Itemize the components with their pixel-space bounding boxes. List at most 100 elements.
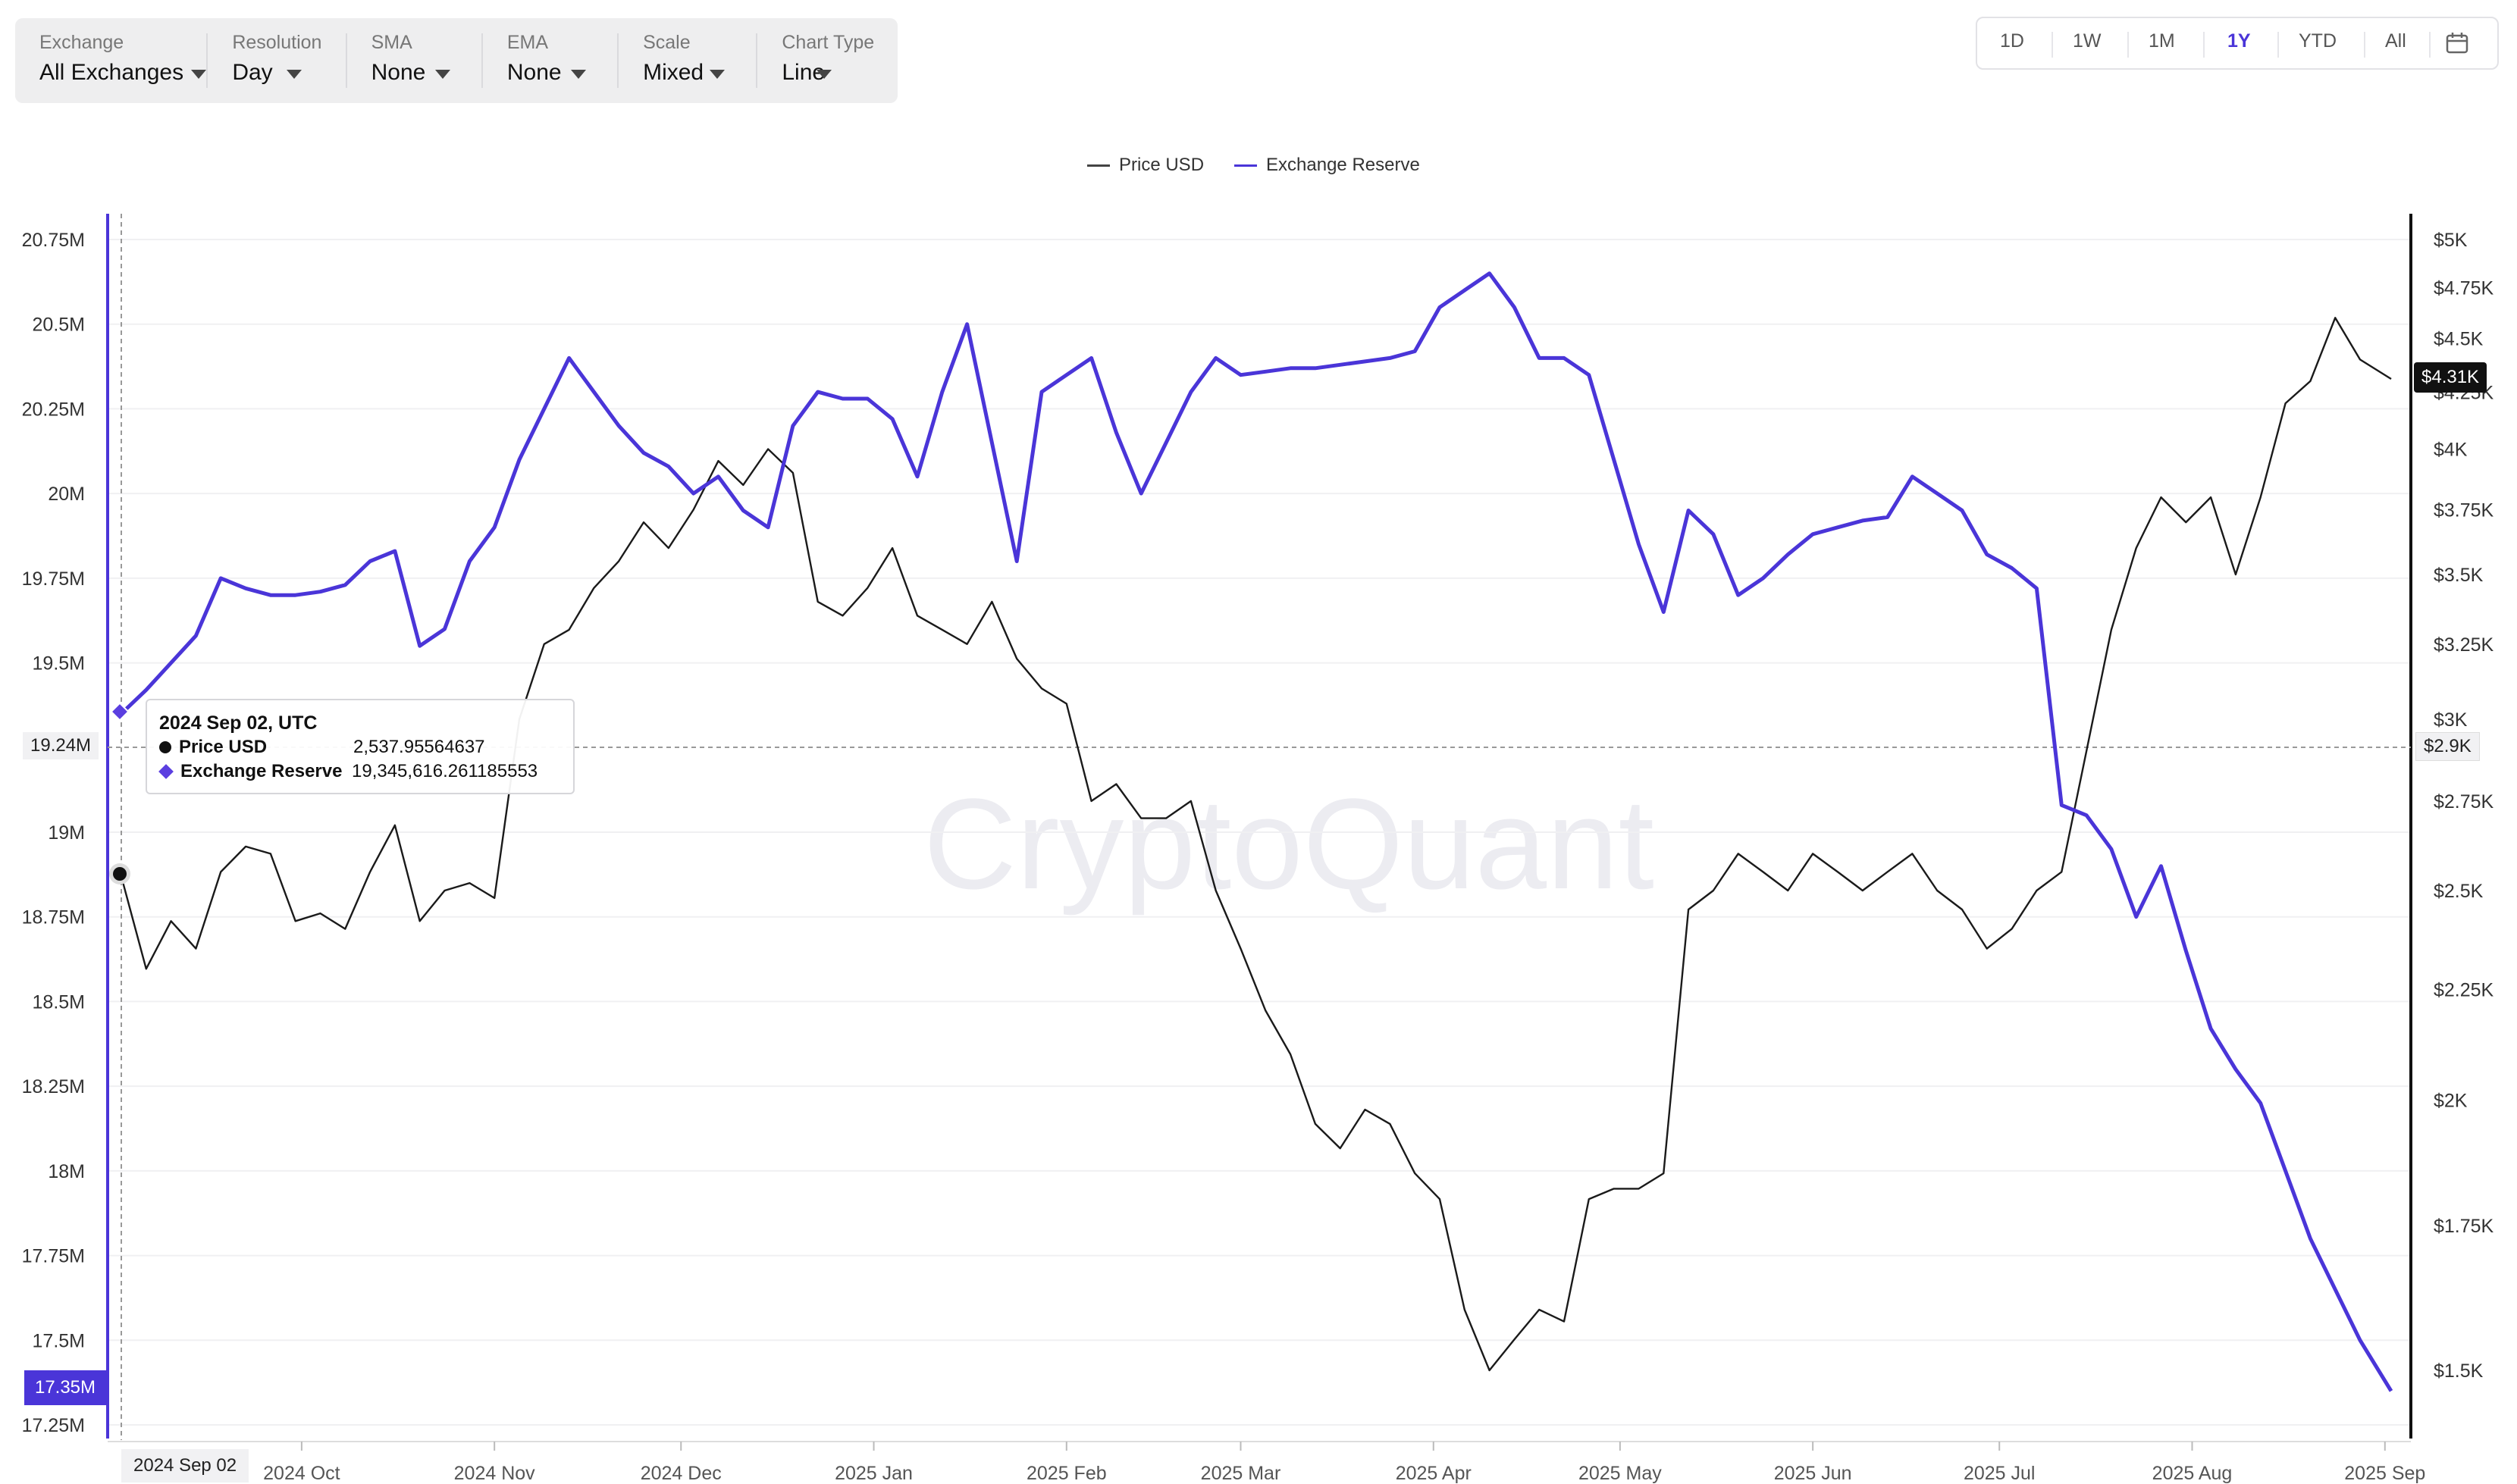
ema-select[interactable]: EMA None [483, 18, 619, 103]
right-axis-tick-label: $2K [2434, 1090, 2468, 1111]
tooltip-price-value: 2,537.95564637 [353, 737, 485, 757]
chevron-down-icon [191, 70, 206, 79]
chart-toolbar: Exchange All Exchanges Resolution Day SM… [15, 18, 898, 103]
tooltip-title: 2024 Sep 02, UTC [159, 712, 318, 734]
grid-lines [108, 239, 2411, 1426]
range-1y-button[interactable]: 1Y [2227, 30, 2251, 52]
legend-swatch-price [1087, 164, 1110, 167]
right-axis-tick-label: $2.25K [2434, 980, 2494, 1001]
reserve-diamond-icon [158, 764, 174, 779]
x-axis-ticks: 2024 Oct 2024 Nov 2024 Dec 2025 Jan 2025 Feb… [263, 1442, 2425, 1484]
reserve-series-line [120, 271, 2393, 1392]
scale-select[interactable]: Scale Mixed [619, 18, 758, 103]
left-axis-tick-label: 20M [48, 484, 85, 505]
x-axis-tick-label: 2025 Sep [2344, 1463, 2425, 1484]
chevron-down-icon [434, 70, 450, 79]
right-crosshair-badge: $2.9K [2415, 732, 2480, 761]
divider [2277, 32, 2279, 58]
chart-type-select[interactable]: Chart Type Line [757, 18, 898, 103]
chart-tooltip: 2024 Sep 02, UTC Price USD 2,537.95564637… [146, 699, 575, 794]
sma-select-label: SMA [371, 32, 412, 53]
chevron-down-icon [710, 70, 726, 79]
tooltip-reserve-name: Exchange Reserve [180, 761, 343, 781]
right-current-value-badge: $4.31K [2414, 362, 2487, 393]
x-axis-tick-label: 2025 May [1578, 1463, 1662, 1484]
time-range-selector: 1D 1W 1M 1Y YTD All [1976, 17, 2499, 70]
divider [617, 33, 619, 88]
chevron-down-icon [287, 70, 302, 79]
divider [206, 33, 208, 88]
left-axis-tick-label: 18.5M [33, 991, 85, 1013]
x-axis-tick-label: 2024 Dec [641, 1463, 722, 1484]
right-axis-tick-label: $1.5K [2434, 1360, 2484, 1382]
watermark-logo: CryptoQuant [923, 772, 1654, 916]
range-all-button[interactable]: All [2385, 30, 2406, 52]
right-axis-tick-label: $4.5K [2434, 329, 2484, 350]
x-axis-tick-label: 2025 Apr [1396, 1463, 1472, 1484]
x-axis-tick-label: 2025 Feb [1027, 1463, 1107, 1484]
sma-select[interactable]: SMA None [347, 18, 483, 103]
left-axis-ticks: 20.75M 20.5M 20.25M 20M 19.75M 19.5M 19M 18.75M… [22, 230, 85, 1436]
x-axis-tick-label: 2025 Jul [1964, 1463, 2036, 1484]
legend-label-price: Price USD [1119, 155, 1205, 175]
divider [2052, 32, 2053, 58]
x-axis-tick-label: 2024 Oct [263, 1463, 340, 1484]
tooltip-row-reserve: Exchange Reserve 19,345,616.261185553 [158, 761, 538, 782]
resolution-select-label: Resolution [232, 32, 322, 53]
left-axis-tick-label: 18M [48, 1161, 85, 1182]
x-axis-tick-label: 2025 Aug [2152, 1463, 2233, 1484]
crosshair-date-badge: 2024 Sep 02 [121, 1449, 249, 1482]
exchange-select[interactable]: Exchange All Exchanges [15, 18, 208, 103]
legend-item-reserve[interactable]: Exchange Reserve [1234, 155, 1420, 176]
x-axis-tick-label: 2025 Mar [1201, 1463, 1281, 1484]
x-axis-tick-label: 2025 Jun [1774, 1463, 1852, 1484]
range-1m-button[interactable]: 1M [2149, 30, 2175, 52]
divider [2429, 32, 2431, 58]
range-ytd-button[interactable]: YTD [2299, 30, 2337, 52]
ema-select-label: EMA [506, 32, 549, 53]
right-axis-tick-label: $5K [2434, 230, 2468, 251]
left-axis-tick-label: 20.5M [33, 315, 85, 336]
right-axis-tick-label: $2.5K [2434, 881, 2484, 902]
chart-type-select-label: Chart Type [782, 32, 875, 53]
chart-legend: Price USD Exchange Reserve [1087, 152, 1450, 179]
legend-label-reserve: Exchange Reserve [1266, 155, 1420, 175]
divider [2203, 32, 2205, 58]
left-axis-tick-label: 17.75M [22, 1246, 85, 1267]
left-axis-tick-label: 20.75M [22, 230, 85, 251]
legend-item-price[interactable]: Price USD [1087, 155, 1204, 176]
legend-swatch-reserve [1234, 164, 1258, 167]
left-crosshair-badge: 19.24M [23, 732, 99, 759]
chevron-down-icon [817, 70, 832, 79]
right-axis-tick-label: $1.75K [2434, 1216, 2494, 1237]
left-axis-tick-label: 18.75M [22, 907, 85, 928]
resolution-select[interactable]: Resolution Day [208, 18, 347, 103]
resolution-select-value: Day [232, 60, 273, 85]
range-1w-button[interactable]: 1W [2073, 30, 2102, 52]
right-axis-tick-label: $3K [2434, 709, 2468, 731]
right-axis-tick-label: $2.75K [2434, 791, 2494, 812]
divider [345, 33, 347, 88]
left-axis-tick-label: 19M [48, 822, 85, 844]
tooltip-reserve-value: 19,345,616.261185553 [352, 761, 538, 781]
x-axis-tick-label: 2025 Jan [835, 1463, 913, 1484]
left-axis-tick-label: 17.25M [22, 1415, 85, 1436]
range-1d-button[interactable]: 1D [2000, 30, 2024, 52]
divider [756, 33, 758, 88]
sma-select-value: None [371, 60, 426, 85]
calendar-icon[interactable] [2446, 32, 2468, 55]
x-axis-tick-label: 2024 Nov [454, 1463, 536, 1484]
left-axis-tick-label: 19.5M [33, 653, 85, 675]
divider [2364, 32, 2365, 58]
scale-select-value: Mixed [643, 60, 704, 85]
tooltip-row-price: Price USD 2,537.95564637 [159, 737, 485, 758]
chevron-down-icon [570, 70, 586, 79]
scale-select-label: Scale [643, 32, 691, 53]
tooltip-price-name: Price USD [179, 737, 268, 757]
divider [2127, 32, 2129, 58]
left-current-value-badge: 17.35M [24, 1370, 106, 1405]
left-axis-tick-label: 19.75M [22, 568, 85, 590]
right-axis-tick-label: $4K [2434, 440, 2468, 461]
left-axis-tick-label: 17.5M [33, 1330, 85, 1351]
